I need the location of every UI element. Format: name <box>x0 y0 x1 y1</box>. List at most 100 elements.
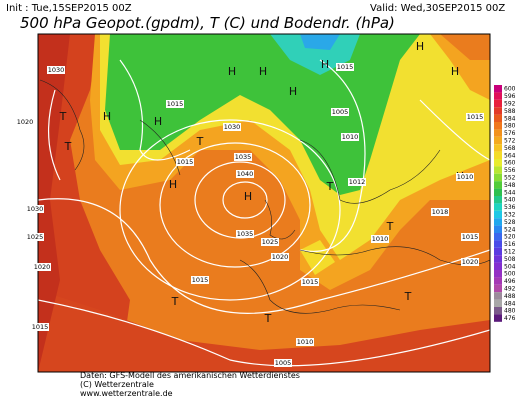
isobar-label-box <box>271 253 289 261</box>
legend-label: 500 <box>504 271 516 278</box>
pressure-center: H <box>154 115 162 128</box>
legend-swatch <box>494 270 502 278</box>
map-frame <box>37 33 491 373</box>
legend-label: 536 <box>504 204 516 211</box>
isobar-label: 1035 <box>237 230 254 238</box>
isobar-label: 1040 <box>237 170 254 178</box>
isobar-label: 1020 <box>272 253 289 261</box>
legend-label: 576 <box>504 130 516 137</box>
legend-label: 580 <box>504 123 516 130</box>
isobar-label: 1030 <box>27 205 44 213</box>
pressure-center: T <box>264 312 272 325</box>
isobar-label: 1035 <box>235 153 252 161</box>
isobar-label-box <box>456 173 474 181</box>
isobar-label-box <box>26 233 44 241</box>
isobar-label-box <box>296 338 314 346</box>
isobar-label-box <box>301 278 319 286</box>
pressure-center: T <box>326 180 334 193</box>
isobar-label: 1010 <box>342 133 359 141</box>
legend-swatch <box>494 85 502 93</box>
isobar-label-box <box>236 230 254 238</box>
legend-label: 568 <box>504 145 516 152</box>
legend-swatch <box>494 151 502 159</box>
isobar-label: 1025 <box>27 233 44 241</box>
legend-swatch <box>494 210 502 219</box>
legend-label: 584 <box>504 115 516 122</box>
legend-label: 532 <box>504 212 516 219</box>
isobar-label-box <box>47 66 65 74</box>
isobar-label: 1020 <box>17 118 34 126</box>
isobar-label-box <box>234 153 252 161</box>
isobar-label: 1018 <box>432 208 449 216</box>
legend-label: 516 <box>504 241 516 248</box>
isobar-label-box <box>236 170 254 178</box>
pressure-center: H <box>244 190 252 203</box>
isobar-label: 1015 <box>302 278 319 286</box>
pressure-center: H <box>451 65 459 78</box>
isobar-label: 1020 <box>462 258 479 266</box>
legend-label: 508 <box>504 256 516 263</box>
isobar-label-box <box>461 258 479 266</box>
isobar-label-box <box>466 113 484 121</box>
isobar-label: 1015 <box>32 323 49 331</box>
cold-field <box>105 34 420 195</box>
legend-swatch <box>494 107 502 115</box>
legend-swatch <box>494 277 502 285</box>
pressure-center: T <box>386 220 394 233</box>
legend-swatch <box>494 262 502 270</box>
isobar-label-box <box>26 205 44 213</box>
pressure-center: H <box>169 178 177 191</box>
legend-swatch <box>494 159 502 167</box>
legend-swatch <box>494 233 502 241</box>
legend-label: 476 <box>504 315 516 322</box>
legend-swatch <box>494 247 502 256</box>
isobars <box>38 59 490 367</box>
legend-swatch <box>494 173 502 182</box>
footer-line: (C) Wetterzentrale <box>80 380 154 389</box>
legend-label: 544 <box>504 189 516 196</box>
isobar-label-box <box>348 178 366 186</box>
pressure-center: H <box>228 65 236 78</box>
legend-label: 588 <box>504 108 516 115</box>
legend-swatch <box>494 255 502 263</box>
isobar-label: 1015 <box>177 158 194 166</box>
isobar-label-box <box>274 359 292 367</box>
legend-label: 564 <box>504 152 516 159</box>
warm-field <box>38 34 130 372</box>
pressure-center: T <box>64 140 72 153</box>
legend-swatch <box>494 129 502 137</box>
isobar-label: 1030 <box>48 66 65 74</box>
legend-label: 548 <box>504 182 516 189</box>
valid-time: Valid: Wed,30SEP2015 00Z <box>370 3 505 14</box>
isobar-label-box <box>176 158 194 166</box>
pressure-center: T <box>404 290 412 303</box>
isobar-label: 1015 <box>467 113 484 121</box>
legend-swatch <box>494 299 502 307</box>
legend-swatch <box>494 166 502 174</box>
legend-swatch <box>494 92 502 100</box>
isobar-label-box <box>191 276 209 284</box>
legend-label: 484 <box>504 300 516 307</box>
legend-label: 504 <box>504 263 516 270</box>
legend-swatch <box>494 225 502 233</box>
legend-label: 480 <box>504 308 516 315</box>
isobar-label-box <box>261 238 279 246</box>
isobar-label-box <box>371 235 389 243</box>
legend-label: 520 <box>504 234 516 241</box>
legend-label: 600 <box>504 86 516 93</box>
legend-swatch <box>494 188 502 196</box>
legend-swatch <box>494 240 502 248</box>
legend-label: 572 <box>504 138 516 145</box>
pressure-center: H <box>259 65 267 78</box>
pressure-center: H <box>289 85 297 98</box>
map <box>37 33 491 373</box>
cold-field <box>300 34 340 50</box>
legend-swatch <box>494 203 502 211</box>
isobar-label: 1015 <box>192 276 209 284</box>
isobar-label: 1010 <box>297 338 314 346</box>
isobar-label: 1030 <box>224 123 241 131</box>
isobar-label: 1005 <box>332 108 349 116</box>
legend-swatch <box>494 136 502 145</box>
legend-swatch <box>494 307 502 315</box>
